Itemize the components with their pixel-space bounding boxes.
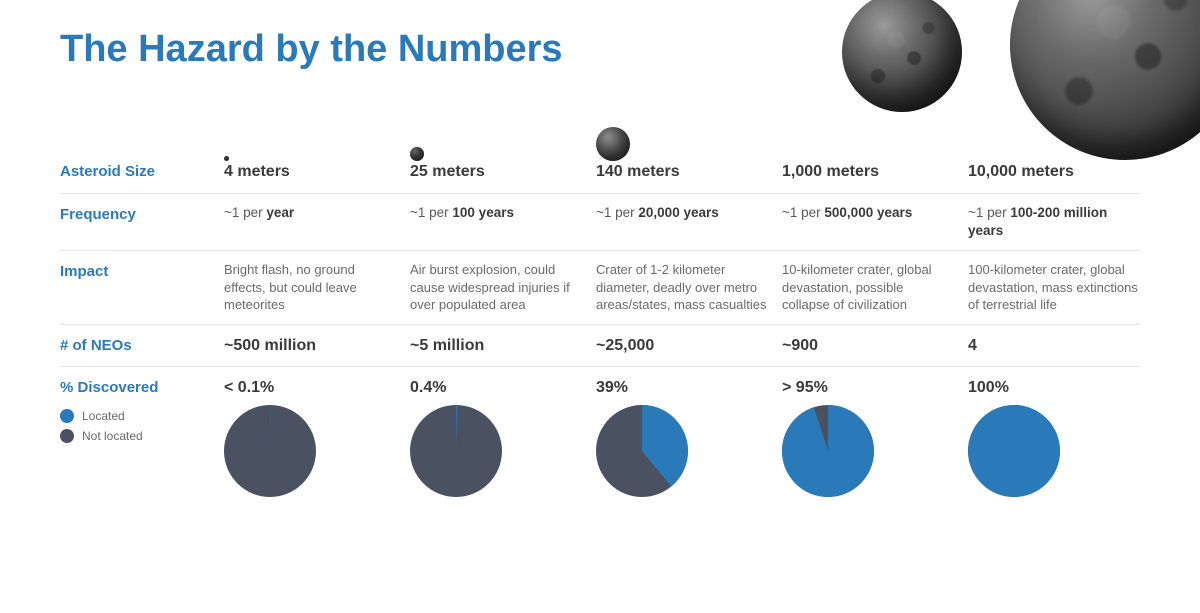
pie-chart — [968, 399, 1140, 497]
row-label-impact: Impact — [60, 261, 210, 280]
discovered-value: 39% — [596, 377, 768, 399]
frequency-value: ~1 per 100 years — [410, 204, 582, 222]
discovered-value: < 0.1% — [224, 377, 396, 399]
divider — [60, 193, 1140, 194]
row-label-size: Asteroid Size — [60, 161, 210, 180]
frequency-value: ~1 per 20,000 years — [596, 204, 768, 222]
legend-located: Located — [60, 409, 210, 423]
size-value: 10,000 meters — [968, 161, 1140, 183]
size-value: 25 meters — [410, 161, 582, 183]
size-value: 1,000 meters — [782, 161, 954, 183]
frequency-value: ~1 per year — [224, 204, 396, 222]
impact-value: Bright flash, no ground effects, but cou… — [224, 261, 396, 314]
legend-dot-not-located — [60, 429, 74, 443]
discovered-value: 0.4% — [410, 377, 582, 399]
asteroid-icon — [224, 156, 229, 161]
pie-chart — [224, 399, 396, 497]
legend-not-located: Not located — [60, 429, 210, 443]
impact-value: Crater of 1-2 kilometer diameter, deadly… — [596, 261, 768, 314]
legend-label: Not located — [82, 429, 143, 443]
size-value: 140 meters — [596, 161, 768, 183]
asteroid-size-visual-row — [60, 81, 1140, 161]
frequency-value: ~1 per 500,000 years — [782, 204, 954, 222]
impact-value: 100-kilometer crater, global devastation… — [968, 261, 1140, 314]
neos-value: ~500 million — [224, 335, 396, 357]
impact-value: Air burst explosion, could cause widespr… — [410, 261, 582, 314]
divider — [60, 366, 1140, 367]
row-label-frequency: Frequency — [60, 204, 210, 223]
page-title: The Hazard by the Numbers — [60, 28, 1140, 71]
discovered-value: 100% — [968, 377, 1140, 399]
divider — [60, 250, 1140, 251]
neos-value: 4 — [968, 335, 1140, 357]
pie-chart — [782, 399, 954, 497]
asteroid-icon — [596, 127, 630, 161]
neos-value: ~5 million — [410, 335, 582, 357]
pie-chart — [410, 399, 582, 497]
row-label-discovered: % Discovered — [60, 377, 210, 396]
discovered-value: > 95% — [782, 377, 954, 399]
pie-chart — [596, 399, 768, 497]
asteroid-visual — [224, 81, 396, 161]
neos-value: ~900 — [782, 335, 954, 357]
legend-dot-located — [60, 409, 74, 423]
size-value: 4 meters — [224, 161, 396, 183]
divider — [60, 324, 1140, 325]
pie-legend: Located Not located — [60, 399, 210, 443]
asteroid-visual — [410, 81, 582, 161]
legend-label: Located — [82, 409, 125, 423]
asteroid-icon — [410, 147, 424, 161]
impact-value: 10-kilometer crater, global devastation,… — [782, 261, 954, 314]
frequency-value: ~1 per 100-200 million years — [968, 204, 1140, 240]
row-label-neos: # of NEOs — [60, 335, 210, 354]
neos-value: ~25,000 — [596, 335, 768, 357]
asteroid-visual — [596, 81, 768, 161]
data-grid: Asteroid Size 4 meters 25 meters 140 met… — [60, 81, 1140, 497]
